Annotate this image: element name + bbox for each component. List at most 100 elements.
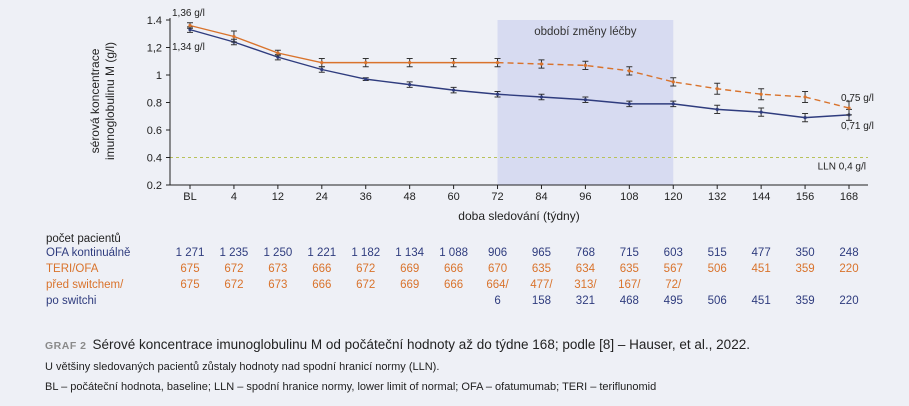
patient-count-cell: 1 134	[395, 247, 425, 259]
x-tick-label: 72	[491, 191, 503, 203]
patient-count-cell: 506	[707, 295, 727, 307]
patient-count-cell: 666	[444, 263, 464, 275]
x-tick-label: 24	[316, 191, 328, 203]
series-line-teri-solid	[189, 24, 498, 64]
y-tick-label: 0.4	[147, 153, 162, 165]
x-tick-label: 48	[404, 191, 416, 203]
patient-count-cell: 666	[312, 263, 332, 275]
patient-count-cell: 1 250	[263, 247, 293, 259]
x-tick-label: 60	[447, 191, 459, 203]
data-point-ofa	[364, 77, 368, 81]
patient-count-cell: 715	[619, 247, 639, 259]
x-tick-label: 120	[664, 191, 682, 203]
patient-count-cell: 220	[839, 263, 859, 275]
patient-count-cell: 666	[312, 279, 332, 291]
figure-title: Sérové koncentrace imunoglobulinu M od p…	[92, 337, 750, 352]
patient-count-cell: 1 271	[175, 247, 205, 259]
patient-count-cell: 567	[663, 263, 683, 275]
patient-count-cell: 675	[180, 263, 200, 275]
figure-caption: GRAF 2 Sérové koncentrace imunoglobulinu …	[45, 337, 750, 352]
data-point-teri	[539, 62, 544, 66]
data-point-ofa	[627, 102, 631, 106]
patient-row-label: TERI/OFA	[46, 263, 99, 275]
data-point-ofa	[715, 107, 719, 111]
data-point-teri	[715, 87, 719, 91]
data-point-ofa	[276, 55, 280, 59]
patient-count-cell: 672	[224, 279, 244, 291]
x-ticks: BL 4 12 24 36 48 60 72 84 96 108 120 132 144 156 168	[183, 185, 858, 203]
caption-note: U většiny sledovaných pacientů zůstaly h…	[45, 361, 440, 373]
data-point-ofa	[583, 98, 588, 102]
data-point-teri	[188, 23, 192, 28]
data-point-ofa	[671, 102, 675, 106]
patient-count-cell: 672	[356, 279, 376, 291]
x-axis-label: doba sledování (týdny)	[458, 209, 579, 223]
y-tick-label: 0.6	[147, 125, 162, 137]
data-point-teri	[452, 61, 456, 65]
x-tick-label: 156	[796, 191, 814, 203]
data-point-teri	[364, 61, 368, 65]
x-tick-label: 84	[535, 191, 547, 203]
data-point-ofa	[408, 83, 412, 87]
patient-count-cell: 350	[795, 247, 815, 259]
patient-count-cell: 506	[707, 263, 727, 275]
patient-count-cell: 359	[795, 295, 815, 307]
data-point-teri	[627, 69, 631, 73]
data-point-ofa	[452, 88, 456, 92]
data-point-teri	[759, 92, 763, 96]
patient-count-cell: 321	[575, 295, 595, 307]
patient-count-cell: 248	[839, 247, 859, 259]
ofa-start-annotation: 1,34 g/l	[172, 42, 205, 53]
patient-count-cell: 634	[575, 263, 595, 275]
patient-count-cell: 220	[839, 295, 859, 307]
x-tick-label: 168	[840, 191, 858, 203]
patient-row-label: po switchi	[46, 295, 97, 307]
patient-count-cell: 672	[224, 263, 244, 275]
x-tick-label: 12	[272, 191, 284, 203]
data-point-ofa	[495, 92, 500, 96]
patient-count-cell: 313/	[574, 279, 597, 291]
patient-count-cell: 477/	[530, 279, 553, 291]
y-tick-label: 0.8	[147, 98, 162, 110]
patient-count-cell: 673	[268, 279, 288, 291]
patient-count-cell: 1 221	[307, 247, 337, 259]
patient-counts: počet pacientů OFA kontinuálně 1 271 1 235…	[38, 233, 898, 311]
y-tick-label: 1,2	[147, 43, 162, 55]
patient-row-label: OFA kontinuálně	[46, 247, 131, 259]
patient-count-cell: 675	[180, 279, 200, 291]
y-tick-label: 1.4	[147, 15, 162, 27]
lln-label: LLN 0,4 g/l	[818, 162, 866, 173]
patient-count-cell: 670	[487, 263, 508, 275]
patient-count-cell: 906	[487, 247, 508, 259]
data-point-teri	[495, 61, 500, 65]
patient-count-cell: 672	[356, 263, 376, 275]
x-tick-label: BL	[183, 191, 196, 203]
teri-end-annotation: 0,75 g/l	[841, 93, 874, 104]
data-point-teri	[847, 106, 851, 110]
data-point-teri	[320, 61, 324, 65]
patient-count-cell: 167/	[618, 279, 641, 291]
data-point-ofa	[803, 116, 807, 120]
data-point-teri	[276, 51, 280, 55]
figure-tag: GRAF 2	[45, 340, 87, 352]
patient-count-cell: 515	[707, 247, 727, 259]
x-tick-label: 132	[708, 191, 726, 203]
patient-count-cell: 669	[400, 263, 420, 275]
patient-count-cell: 635	[531, 263, 552, 275]
igm-line-chart: období změny léčby LLN 0,4 g/l 0.2 0.4 0.6…	[88, 8, 874, 223]
patient-row-label: před switchem/	[46, 279, 124, 291]
x-tick-label: 36	[360, 191, 372, 203]
patient-count-cell: 451	[751, 295, 771, 307]
x-tick-label: 96	[579, 191, 591, 203]
patient-count-cell: 6	[494, 295, 501, 307]
series-line-teri-dashed	[497, 61, 850, 109]
treatment-switch-label: období změny léčby	[534, 26, 637, 38]
data-point-teri	[232, 34, 236, 39]
abbreviations-note: BL – počáteční hodnota, baseline; LLN – …	[45, 381, 657, 393]
patient-count-cell: 768	[575, 247, 595, 259]
patient-count-cell: 635	[619, 263, 639, 275]
series-line-ofa	[189, 28, 850, 119]
patient-count-cell: 359	[795, 263, 815, 275]
patient-count-cell: 664/	[486, 279, 509, 291]
x-tick-label: 4	[231, 191, 237, 203]
